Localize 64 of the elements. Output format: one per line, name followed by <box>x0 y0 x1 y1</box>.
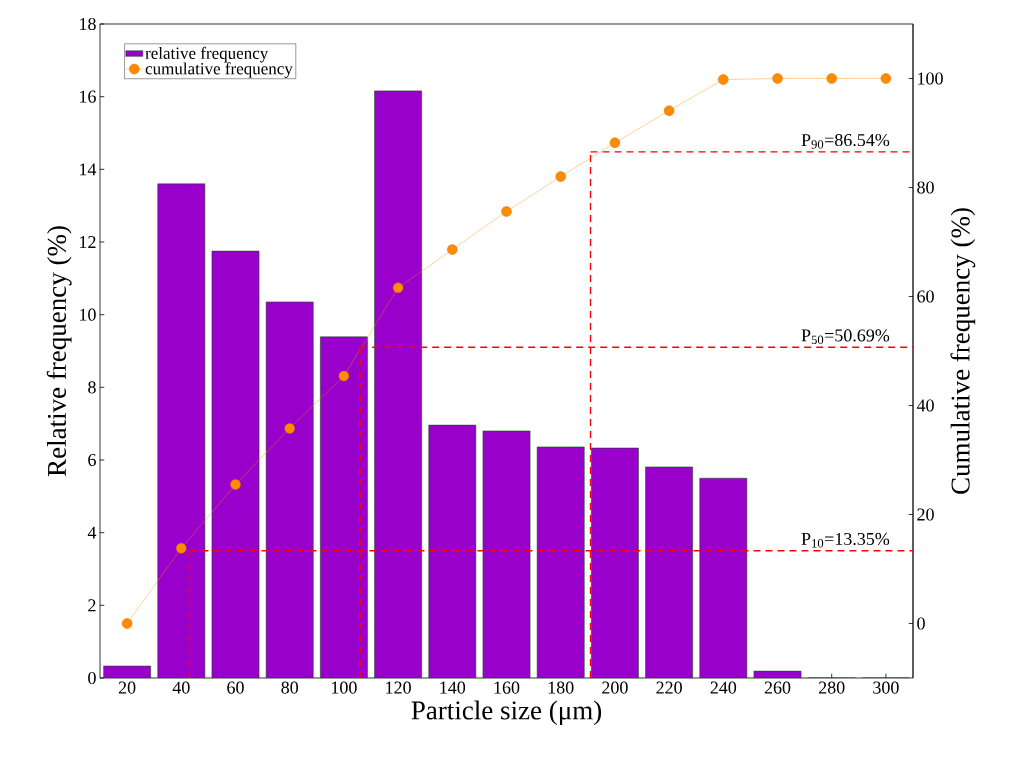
bar <box>482 430 531 678</box>
y-tick-label: 8 <box>88 381 96 394</box>
bar <box>591 448 639 678</box>
x-tick-label: 80 <box>281 681 299 694</box>
y-tick-label: 16 <box>80 90 96 103</box>
x-tick-label: 160 <box>494 681 520 694</box>
y2-tick-label: 100 <box>918 72 943 85</box>
point <box>663 105 675 116</box>
point <box>880 73 892 84</box>
point <box>718 74 729 85</box>
bar <box>157 183 205 678</box>
y-tick-label: 14 <box>80 163 97 176</box>
y-tick-label: 0 <box>88 671 96 685</box>
point <box>338 370 350 382</box>
y-tick-label: 4 <box>87 526 97 539</box>
y2-tick-label: 80 <box>917 181 934 194</box>
bar <box>374 90 422 678</box>
y2-tick-label: 0 <box>917 617 925 630</box>
x-axis-title: Particle size (μm) <box>411 700 602 726</box>
x-tick-label: 220 <box>656 681 682 694</box>
x-tick-label: 100 <box>331 681 357 694</box>
x-tick-label: 300 <box>873 681 899 694</box>
point <box>826 73 837 84</box>
legend-label: cumulative frequency <box>145 62 293 78</box>
x-tick-label: 40 <box>172 681 190 694</box>
bar <box>428 425 476 678</box>
bar <box>211 251 260 678</box>
y-tick-label: 12 <box>80 236 96 248</box>
y2-axis-title: Cumulative frequency (%) <box>950 208 976 494</box>
y-tick-label: 10 <box>80 308 96 321</box>
point <box>121 618 133 629</box>
point <box>392 282 404 293</box>
x-tick-label: 260 <box>764 681 791 694</box>
y2-tick-label: 20 <box>917 508 934 521</box>
x-tick-label: 180 <box>548 681 574 694</box>
y-tick-label: 6 <box>88 453 96 467</box>
y2-tick-label: 40 <box>916 399 934 412</box>
x-tick-label: 120 <box>386 681 411 694</box>
point <box>501 206 512 217</box>
y-tick-label: 18 <box>80 17 96 31</box>
x-tick-label: 60 <box>227 681 244 694</box>
x-tick-label: 20 <box>118 681 136 694</box>
y-axis-title: Relative frequency (%) <box>46 226 72 477</box>
x-tick-label: 200 <box>602 681 628 694</box>
legend-label: relative frequency <box>145 46 269 63</box>
y-tick-label: 2 <box>88 599 96 612</box>
bar <box>537 446 585 678</box>
point <box>555 171 566 182</box>
x-tick-label: 280 <box>818 681 845 694</box>
ref-line-label: P$_{10}$=13.35% <box>801 532 890 548</box>
bar <box>645 466 693 678</box>
y2-tick-label: 60 <box>917 290 934 303</box>
x-tick-label: 240 <box>710 681 737 694</box>
point <box>447 244 458 255</box>
point <box>176 543 187 554</box>
bar <box>266 301 314 678</box>
ref-line-label: P$_{90}$=86.54% <box>801 133 890 149</box>
point <box>609 137 621 148</box>
ref-line-label: P$_{50}$=50.69% <box>801 329 890 345</box>
point <box>284 423 295 434</box>
x-tick-label: 140 <box>440 681 466 694</box>
point <box>772 73 783 84</box>
point <box>230 479 241 490</box>
bar <box>699 478 747 678</box>
